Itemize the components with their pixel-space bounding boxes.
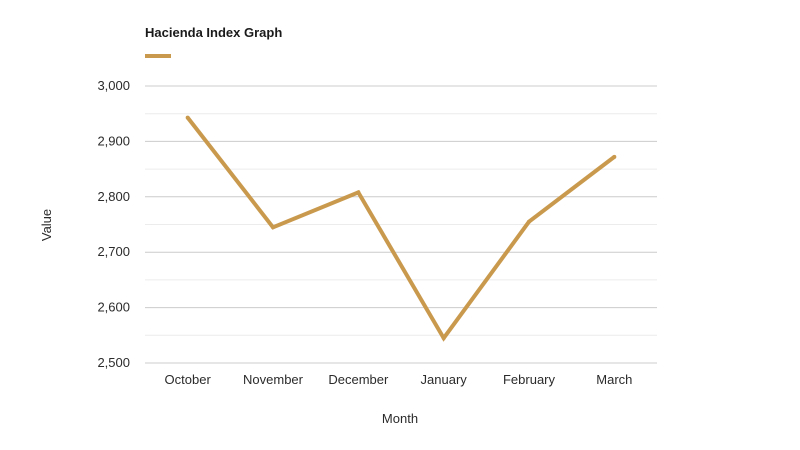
- x-tick-label: March: [596, 372, 632, 387]
- x-tick-label: October: [165, 372, 212, 387]
- y-tick-label: 2,500: [97, 355, 130, 370]
- x-tick-label: January: [421, 372, 468, 387]
- y-axis-title: Value: [39, 209, 54, 241]
- x-tick-label: November: [243, 372, 304, 387]
- legend: Hacienda Index Graph: [145, 25, 282, 58]
- y-tick-label: 3,000: [97, 78, 130, 93]
- data-point: [356, 190, 361, 195]
- x-tick-label: February: [503, 372, 556, 387]
- x-tick-label: December: [328, 372, 389, 387]
- y-tick-label: 2,900: [97, 133, 130, 148]
- data-point: [527, 219, 531, 224]
- data-point: [185, 115, 190, 120]
- y-tick-label: 2,700: [97, 244, 130, 259]
- x-axis-title: Month: [382, 411, 418, 426]
- series-layer: [185, 115, 617, 342]
- y-tick-label: 2,600: [97, 300, 130, 315]
- y-axis-tick-labels: 2,500 2,600 2,700 2,800 2,900 3,000: [97, 78, 130, 370]
- x-axis-tick-labels: October November December January February Ma…: [165, 372, 633, 387]
- series-line: [186, 116, 616, 342]
- data-point: [612, 154, 617, 159]
- y-tick-label: 2,800: [97, 189, 130, 204]
- grid: [145, 85, 657, 364]
- data-point: [441, 336, 446, 341]
- data-point: [271, 225, 275, 230]
- legend-label: Hacienda Index Graph: [145, 25, 282, 40]
